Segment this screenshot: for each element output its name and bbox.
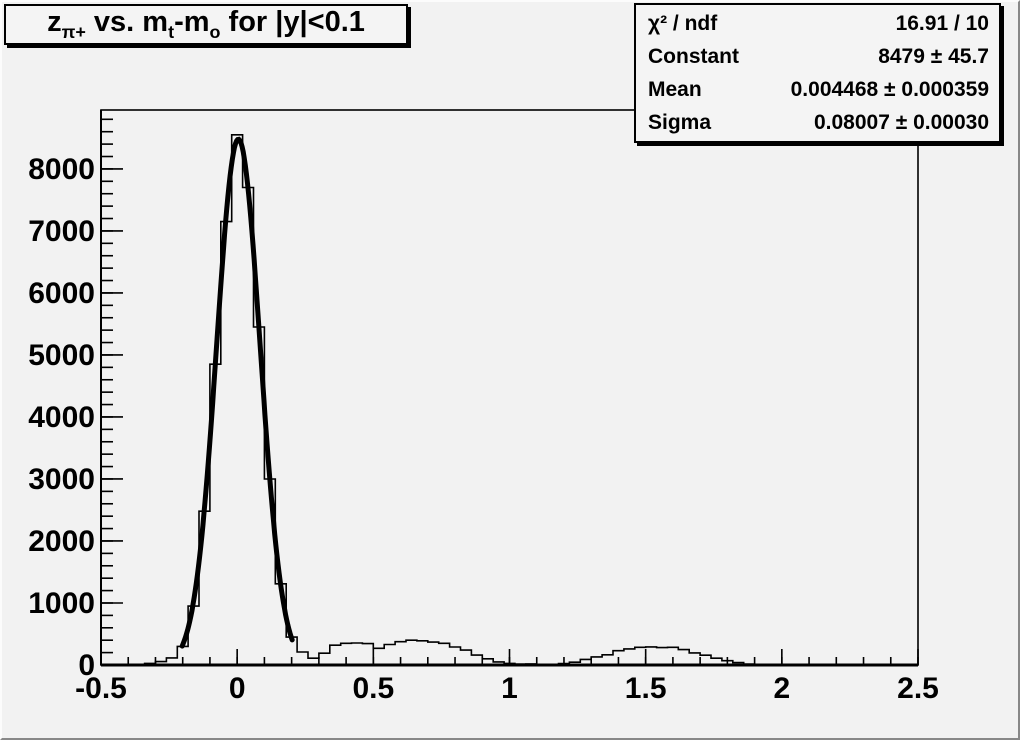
fit-stats-box: χ² / ndf 16.91 / 10 Constant 8479 ± 45.7 Mea… xyxy=(634,3,1001,143)
x-tick-label: 1.5 xyxy=(625,672,667,705)
stat-label: Mean xyxy=(648,77,702,101)
x-tick-label: 1 xyxy=(501,672,518,705)
stat-value: 0.08007 ± 0.00030 xyxy=(813,110,989,134)
gaussian-fit-curve xyxy=(179,136,295,649)
y-tick-label: 4000 xyxy=(28,401,95,434)
title-subscript: o xyxy=(209,21,221,42)
y-tick-label: 5000 xyxy=(28,339,95,372)
y-tick-label: 7000 xyxy=(28,215,95,248)
plot-frame xyxy=(100,109,919,666)
y-tick-label: 8000 xyxy=(28,153,95,186)
stat-row: Constant 8479 ± 45.7 xyxy=(636,42,999,72)
title-text-segment: for |y|<0.1 xyxy=(220,6,365,39)
title-subscript: t xyxy=(168,21,175,42)
y-tick-label: 3000 xyxy=(28,463,95,496)
y-tick-label: 2000 xyxy=(28,525,95,558)
y-tick-label: 1000 xyxy=(28,587,95,620)
y-tick-label: 0 xyxy=(78,649,95,682)
x-tick-label: 0 xyxy=(229,672,246,705)
x-tick-label: 0.5 xyxy=(352,672,394,705)
title-text-segment: vs. m xyxy=(85,6,169,39)
title-subscript: π+ xyxy=(61,21,86,42)
title-text-segment: -m xyxy=(174,6,210,39)
stat-row: Sigma 0.08007 ± 0.00030 xyxy=(636,108,999,138)
title-text-segment: z xyxy=(47,6,62,39)
stat-value: 16.91 / 10 xyxy=(895,11,989,35)
stat-label: χ² / ndf xyxy=(648,11,718,35)
stat-label: Sigma xyxy=(648,110,712,134)
y-tick-label: 6000 xyxy=(28,277,95,310)
histogram-title: zπ+ vs. mt-mo for |y|<0.1 xyxy=(47,6,365,43)
x-tick-label: -0.5 xyxy=(75,672,127,705)
stat-label: Constant xyxy=(648,44,739,68)
x-tick-label: 2 xyxy=(773,672,790,705)
stat-value: 0.004468 ± 0.000359 xyxy=(790,77,989,101)
histogram-steps xyxy=(101,134,918,666)
x-tick-label: 2.5 xyxy=(897,672,939,705)
stat-value: 8479 ± 45.7 xyxy=(878,44,989,68)
stat-row: χ² / ndf 16.91 / 10 xyxy=(636,9,999,39)
stat-row: Mean 0.004468 ± 0.000359 xyxy=(636,75,999,105)
histogram-title-box: zπ+ vs. mt-mo for |y|<0.1 xyxy=(4,4,408,45)
